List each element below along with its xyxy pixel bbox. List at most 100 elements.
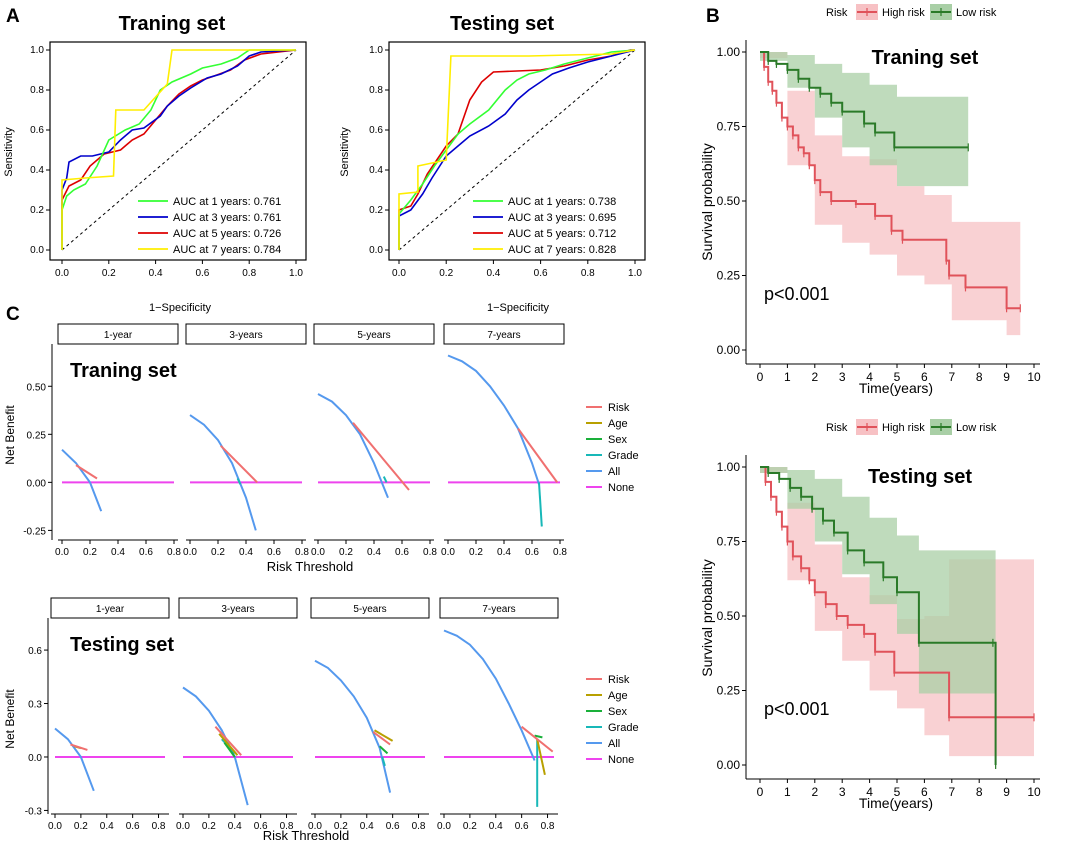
dca_train-xtick-label: 0.8 xyxy=(295,547,309,558)
dca_test-legend-label: None xyxy=(608,754,634,766)
dca_train-xtick-label: 0.6 xyxy=(267,547,281,558)
dca_train-facet-label: 5-years xyxy=(357,330,390,341)
km-test-ylabel: Survival probability xyxy=(699,559,715,677)
roc_test-legend-label: AUC at 3 years: 0.695 xyxy=(508,212,616,224)
km_train-ytick-label: 0.50 xyxy=(717,194,741,208)
dca-test-title: Testing set xyxy=(70,634,174,656)
dca_test-facet-label: 7-years xyxy=(482,604,515,615)
dca_train-grade-curve xyxy=(538,482,543,527)
roc-test-plot-border xyxy=(388,41,646,261)
dca_train-all-curve xyxy=(447,354,540,485)
dca_train-xtick-label: 0.4 xyxy=(239,547,253,558)
km_test-xtick-label: 6 xyxy=(921,785,928,799)
roc_test-roc-curve-2 xyxy=(398,49,635,250)
dca_test-ytick-label: 0.3 xyxy=(28,700,42,711)
km_train-xtick-label: 4 xyxy=(866,370,873,384)
roc-test-ylabel: Sensitivity xyxy=(339,127,351,177)
dca_test-sex-curve xyxy=(534,734,543,739)
roc_test-ytick-label: 1.0 xyxy=(369,45,383,56)
dca_test-legend-label: All xyxy=(608,738,620,750)
dca_test-age-curve xyxy=(536,738,546,776)
km_train-ytick-label: 1.00 xyxy=(717,45,741,59)
dca-train-xlabel: Risk Threshold xyxy=(267,559,353,574)
dca_test-xtick-label: 0.0 xyxy=(308,821,322,832)
roc_train-legend-label: AUC at 1 years: 0.761 xyxy=(173,196,281,208)
dca_test-facet-strip xyxy=(50,597,170,619)
km_test-xtick-label: 10 xyxy=(1027,785,1041,799)
dca_train-xtick-label: 0.8 xyxy=(553,547,567,558)
dca_train-xtick-label: 0.4 xyxy=(367,547,381,558)
dca_test-legend-label: Sex xyxy=(608,706,627,718)
roc_train-roc-curve-3 xyxy=(61,49,296,250)
dca_train-xtick-label: 0.2 xyxy=(339,547,353,558)
dca_test-grade-curve xyxy=(381,756,386,767)
km_test-xtick-label: 0 xyxy=(757,785,764,799)
km_test-survival-curve-low-risk xyxy=(760,466,997,765)
dca_train-xtick-label: 0.6 xyxy=(139,547,153,558)
roc_train-legend-label: AUC at 7 years: 0.784 xyxy=(173,244,281,256)
dca_test-xtick-label: 0.2 xyxy=(202,821,216,832)
roc_test-xtick-label: 0.6 xyxy=(534,268,548,279)
dca_test-xtick-label: 0.4 xyxy=(228,821,242,832)
dca_test-legend-label: Risk xyxy=(608,674,630,686)
km_train-xtick-label: 3 xyxy=(839,370,846,384)
dca_test-risk-curve xyxy=(372,731,391,746)
dca_train-xtick-label: 0.0 xyxy=(441,547,455,558)
dca_train-xtick-label: 0.4 xyxy=(111,547,125,558)
dca_train-legend-label: Grade xyxy=(608,450,639,462)
km-train-pvalue: p<0.001 xyxy=(764,284,830,304)
dca_test-facet-strip xyxy=(439,597,559,619)
roc_test-legend-label: AUC at 7 years: 0.828 xyxy=(508,244,616,256)
dca_test-xtick-label: 0.2 xyxy=(334,821,348,832)
km_train-legend-title: Risk xyxy=(826,7,848,19)
dca_test-xtick-label: 0.4 xyxy=(489,821,503,832)
km_train-ci-band-high-risk xyxy=(760,52,1021,336)
km-test-pvalue: p<0.001 xyxy=(764,699,830,719)
dca_train-xtick-label: 0.2 xyxy=(83,547,97,558)
roc-train-title: Traning set xyxy=(119,13,226,35)
km_train-xtick-label: 6 xyxy=(921,370,928,384)
km_test-xtick-label: 4 xyxy=(866,785,873,799)
roc_train-ytick-label: 0.4 xyxy=(30,165,44,176)
km_test-ytick-label: 1.00 xyxy=(717,460,741,474)
km_test-xtick-label: 9 xyxy=(1003,785,1010,799)
km_train-legend-label: Low risk xyxy=(956,7,997,19)
dca_test-age-curve xyxy=(373,729,394,742)
dca_test-ytick-label: -0.3 xyxy=(25,806,43,817)
km_train-xtick-label: 8 xyxy=(976,370,983,384)
km-test-panel: Risk High risk Low risk 0.00 0.25 0.50 0.75 1.… xyxy=(699,419,1041,811)
dca_train-xtick-label: 0.0 xyxy=(55,547,69,558)
km_train-ytick-label: 0.25 xyxy=(717,269,741,283)
dca_train-facet-strip xyxy=(185,323,307,345)
roc-train-panel: Traning set 0.0 0.2 0.4 0.6 0.8 1.0 0.0 0.2 0.4… xyxy=(3,13,307,314)
dca_train-facet-label: 1-year xyxy=(104,330,133,341)
dca_test-xtick-label: 0.8 xyxy=(280,821,294,832)
roc_test-ytick-label: 0.0 xyxy=(369,245,383,256)
km_train-xtick-label: 7 xyxy=(948,370,955,384)
roc_test-xtick-label: 1.0 xyxy=(628,268,642,279)
km_test-ytick-label: 0.50 xyxy=(717,609,741,623)
km_test-xtick-label: 2 xyxy=(811,785,818,799)
dca_train-legend-label: Risk xyxy=(608,402,630,414)
dca_train-xtick-label: 0.2 xyxy=(469,547,483,558)
dca_test-xtick-label: 0.8 xyxy=(541,821,555,832)
dca_test-all-curve xyxy=(314,659,392,793)
dca_train-legend-label: Age xyxy=(608,418,628,430)
dca_test-sex-curve xyxy=(379,745,389,755)
dca_train-xtick-label: 0.0 xyxy=(183,547,197,558)
km_test-ytick-label: 0.25 xyxy=(717,684,741,698)
km_train-xtick-label: 1 xyxy=(784,370,791,384)
dca_test-xtick-label: 0.0 xyxy=(176,821,190,832)
dca-train-title: Traning set xyxy=(70,360,177,382)
roc-train-xlabel: 1−Specificity xyxy=(149,302,212,314)
dca_train-ytick-label: 0.00 xyxy=(27,478,47,489)
dca_train-ytick-label: 0.50 xyxy=(27,382,47,393)
dca_test-xtick-label: 0.6 xyxy=(254,821,268,832)
km_test-survival-curve-high-risk xyxy=(760,466,1034,719)
km_test-legend-label: Low risk xyxy=(956,422,997,434)
roc_train-xtick-label: 0.0 xyxy=(55,268,69,279)
roc-train-plot-border xyxy=(49,41,307,261)
dca_train-risk-curve xyxy=(75,464,98,480)
km-test-xlabel: Time(years) xyxy=(859,795,933,811)
roc_train-ytick-label: 0.0 xyxy=(30,245,44,256)
